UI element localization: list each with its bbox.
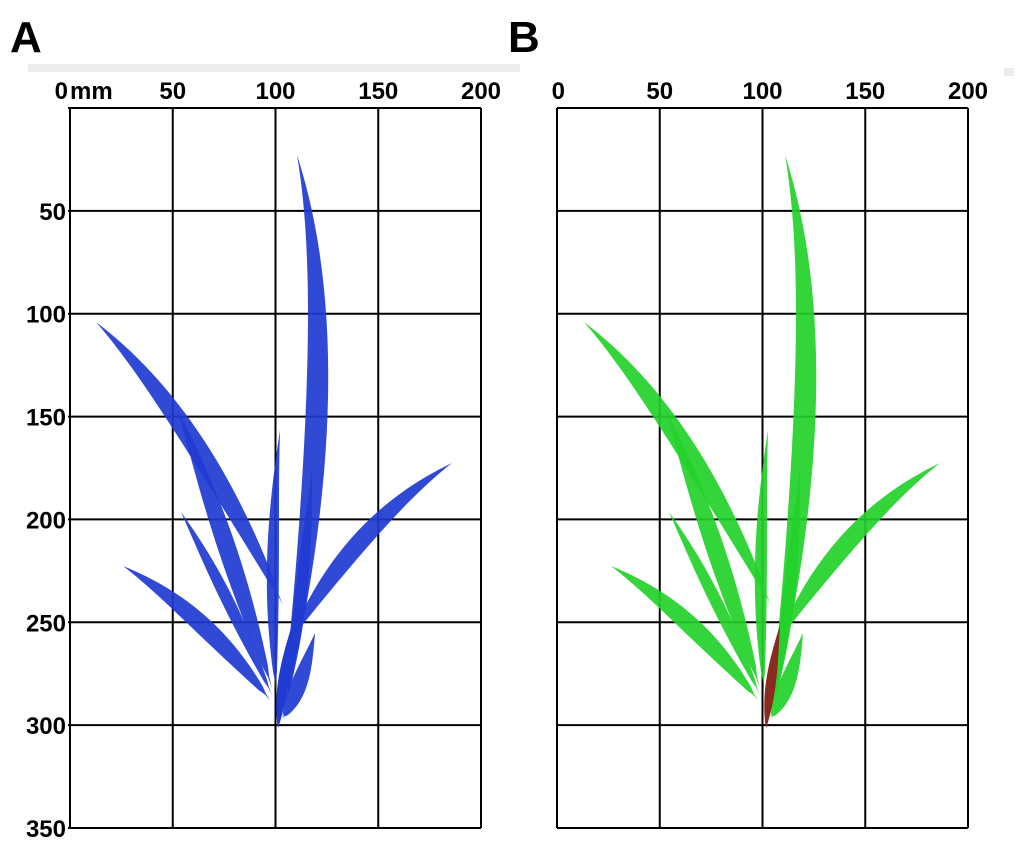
plant-leaf-tall — [282, 155, 329, 720]
plant-leaf-mid-left — [178, 410, 272, 688]
panel-a: A 0 50 100 150 200 mm 50 100 150 200 250 300 350 — [10, 13, 501, 843]
panel-a-x-unit: mm — [70, 78, 113, 105]
x-tick-label: 0 — [552, 78, 565, 105]
y-tick-label: 100 — [26, 302, 66, 329]
plant-leaf-right-inner — [287, 470, 313, 700]
panel-a-plant — [96, 155, 452, 728]
plant-leaf-bottom-right — [771, 633, 803, 718]
top-divider-right — [1004, 68, 1014, 76]
panel-a-letter: A — [10, 13, 42, 62]
x-tick-label: 200 — [948, 78, 988, 105]
panel-b-grid — [556, 107, 969, 829]
x-tick-label: 200 — [461, 78, 501, 105]
top-divider-left — [28, 64, 520, 72]
x-tick-label: 150 — [358, 78, 398, 105]
x-tick-label: 50 — [159, 78, 186, 105]
plant-leaf-right-inner — [775, 470, 801, 700]
plant-leaf-inner-left — [181, 512, 272, 695]
plant-leaf-mid-center — [754, 430, 768, 690]
plant-leaf-low-left — [611, 566, 758, 700]
plant-leaf-inner-left — [669, 512, 760, 695]
panel-b-x-ticks: 0 50 100 150 200 — [552, 78, 988, 105]
plant-stem — [764, 625, 780, 728]
plant-leaf-upper-left — [96, 322, 283, 605]
plant-leaf-tall — [770, 155, 817, 720]
y-tick-label: 150 — [26, 405, 66, 432]
plant-leaf-bottom-right — [283, 633, 315, 718]
x-tick-label: 0 — [55, 78, 68, 105]
y-tick-label: 350 — [26, 816, 66, 843]
y-tick-label: 300 — [26, 713, 66, 740]
y-tick-label: 200 — [26, 507, 66, 534]
panel-a-grid — [68, 107, 482, 829]
y-tick-label: 50 — [39, 199, 66, 226]
plant-leaf-low-left — [123, 566, 270, 700]
y-tick-label: 250 — [26, 610, 66, 637]
plant-leaf-upper-left — [584, 322, 771, 605]
plant-leaf-mid-center — [266, 430, 280, 690]
panel-a-y-ticks: 50 100 150 200 250 300 350 — [26, 199, 66, 843]
x-tick-label: 50 — [646, 78, 673, 105]
x-tick-label: 100 — [742, 78, 782, 105]
plant-stem — [276, 625, 292, 728]
panel-b: B 0 50 100 150 200 — [508, 13, 988, 829]
panel-b-plant — [584, 155, 940, 728]
panel-b-letter: B — [508, 13, 540, 62]
x-tick-label: 150 — [845, 78, 885, 105]
plant-leaf-mid-left — [666, 410, 760, 688]
x-tick-label: 100 — [255, 78, 295, 105]
panel-a-x-ticks: 0 50 100 150 200 — [55, 78, 501, 105]
